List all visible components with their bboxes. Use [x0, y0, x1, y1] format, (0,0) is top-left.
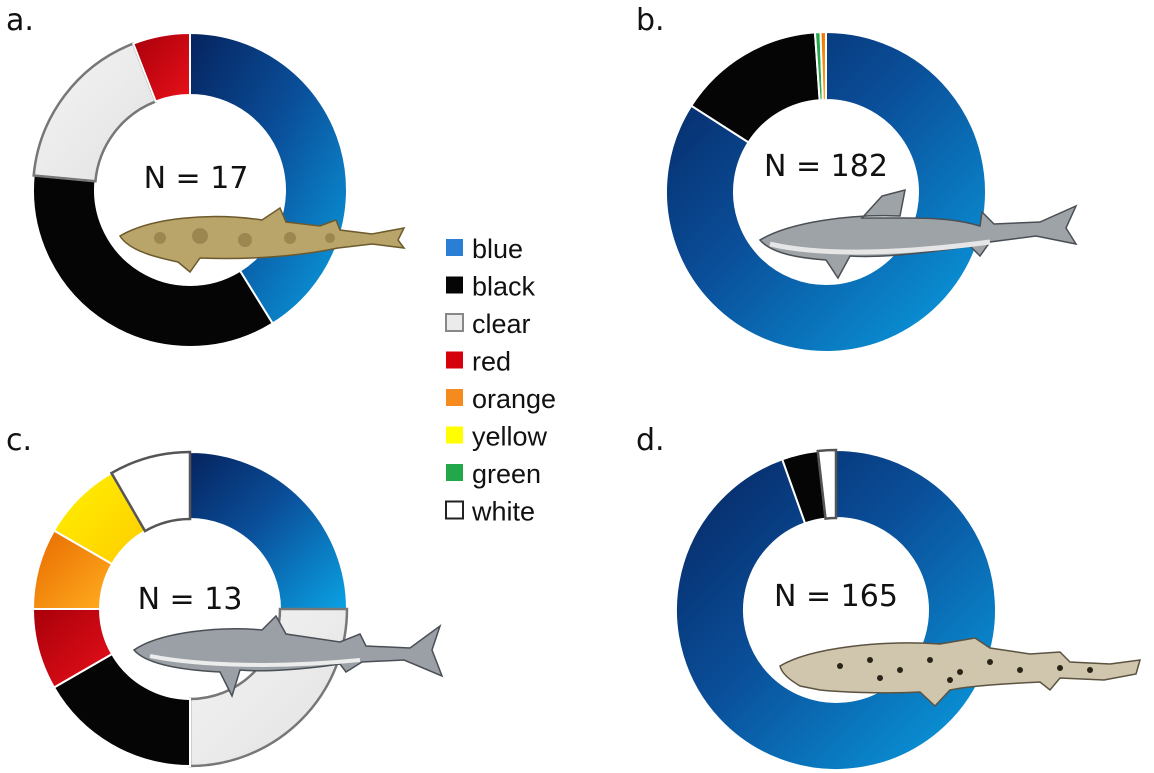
slice-white — [109, 450, 192, 533]
shark-illustration-d — [779, 637, 1142, 708]
slice-red — [131, 31, 191, 103]
legend: blue black clear red orange yellow green white — [445, 234, 556, 527]
legend-label-clear: clear — [472, 309, 531, 339]
slice-clear — [32, 41, 158, 183]
donut-chart-b — [665, 30, 987, 353]
legend-swatch-clear — [445, 313, 464, 332]
panel-letter-c: c. — [6, 423, 32, 458]
shark-illustration-c — [132, 614, 444, 699]
n-label-d: N = 165 — [774, 579, 898, 614]
legend-swatch-red — [446, 351, 463, 369]
donut-chart-c — [31, 450, 349, 768]
legend-label-white: white — [471, 497, 535, 527]
panel-letter-d: d. — [636, 423, 665, 458]
panel-letter-b: b. — [636, 3, 665, 38]
legend-label-green: green — [472, 459, 541, 489]
legend-swatch-white — [445, 500, 464, 520]
legend-swatch-green — [446, 464, 463, 481]
legend-label-red: red — [472, 347, 511, 377]
legend-label-yellow: yellow — [472, 422, 548, 452]
slice-white — [816, 448, 838, 520]
panel-letter-a: a. — [6, 3, 34, 38]
shark-illustration-a — [118, 206, 406, 274]
slice-orange — [819, 30, 827, 102]
slice-black — [32, 174, 275, 348]
legend-label-black: black — [472, 272, 536, 302]
legend-label-orange: orange — [472, 384, 556, 414]
legend-label-blue: blue — [472, 234, 523, 264]
n-label-b: N = 182 — [764, 149, 888, 184]
shark-illustration-b — [758, 188, 1078, 280]
n-label-a: N = 17 — [144, 161, 249, 196]
slice-blue — [189, 450, 349, 610]
legend-swatch-orange — [446, 389, 463, 406]
legend-swatch-blue — [446, 239, 463, 256]
legend-swatch-yellow — [446, 426, 463, 444]
n-label-c: N = 13 — [138, 582, 243, 617]
legend-swatch-black — [446, 276, 463, 294]
